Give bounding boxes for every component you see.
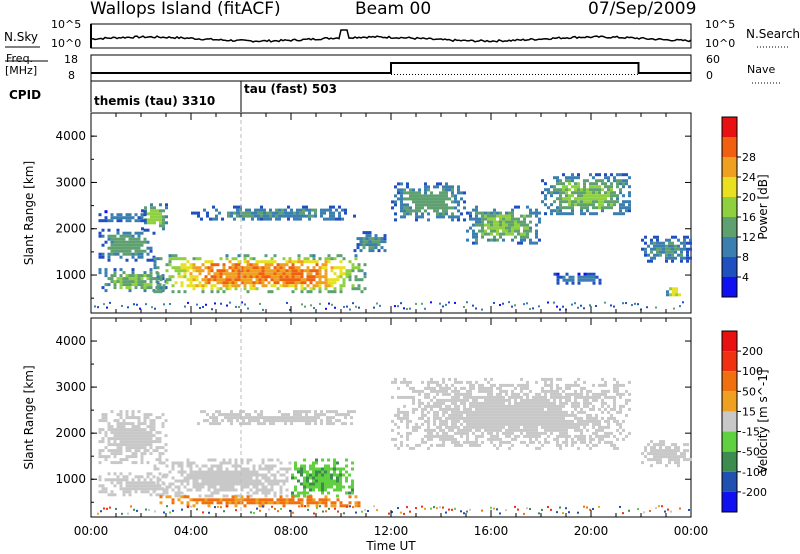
colorbar-segment [722,237,737,257]
velocity-colorbar-frame [721,330,738,513]
x-tick-label: 00:00 [74,524,109,538]
y-tick-label: 3000 [55,175,86,189]
nsearch-tick-top: 10^5 [705,18,736,31]
site-title: Wallops Island (fitACF) [90,0,281,19]
colorbar-segment [722,177,737,197]
colorbar-segment [722,157,737,177]
colorbar-tick-label: 50 [742,385,756,398]
power-colorbar-label: Power [dB] [756,174,770,239]
colorbar-tick-label: -200 [742,486,767,499]
y-tick-label: 4000 [55,129,86,143]
date-title: 07/Sep/2009 [588,0,697,19]
colorbar-segment [722,257,737,277]
colorbar-tick-label: 16 [742,211,756,224]
y-tick-label: 2000 [55,222,86,236]
y-tick-label: 3000 [55,380,86,394]
colorbar-segment [722,451,737,472]
x-tick-label: 16:00 [474,524,509,538]
colorbar-tick-label: 8 [742,251,749,264]
cpid-label: CPID [9,88,42,102]
colorbar-tick-label: -50 [742,446,760,459]
colorbar-segment [722,277,737,297]
colorbar-tick-label: -100 [742,466,767,479]
velocity-colorbar-label: Velocity [m s^-1] [756,369,770,473]
freq-label: Freq. [6,52,34,65]
colorbar-tick-label: 200 [742,345,763,358]
power-colorbar-frame [721,116,738,298]
power-ylabel: Slant Range [km] [22,161,36,265]
x-tick-label: 04:00 [174,524,209,538]
colorbar-segment [722,137,737,157]
freq-tick-top: 18 [64,53,78,66]
nave-label: Nave [747,63,776,76]
colorbar-tick-label: -15 [742,426,760,439]
colorbar-segment [722,431,737,452]
nsky-tick-top: 10^5 [51,18,82,31]
cpid-segment-1: themis (tau) 3310 [94,94,216,108]
freq-line [91,62,691,74]
colorbar-segment [722,117,737,137]
x-tick-label: 12:00 [374,524,409,538]
colorbar-segment [722,351,737,372]
colorbar-tick-label: 15 [742,405,756,418]
nave-tick-bottom: 0 [706,69,713,82]
y-tick-label: 1000 [55,268,86,282]
nsky-tick-bottom: 10^0 [51,37,82,50]
colorbar-tick-label: 100 [742,365,763,378]
xaxis-label: Time UT [365,539,416,553]
colorbar-segment [722,371,737,392]
colorbar-tick-label: 20 [742,191,756,204]
colorbar-segment [722,471,737,492]
y-tick-label: 2000 [55,426,86,440]
colorbar-tick-label: 4 [742,271,749,284]
nsky-line [90,29,692,43]
nave-tick-top: 60 [706,53,720,66]
nsearch-label: N.Search [746,27,800,41]
freq-panel-frame [90,54,692,82]
colorbar-segment [722,217,737,237]
y-tick-label: 1000 [55,472,86,486]
colorbar-tick-label: 28 [742,151,756,164]
y-tick-label: 4000 [55,334,86,348]
nsky-label: N.Sky [4,30,39,44]
nsearch-tick-bottom: 10^0 [705,37,736,50]
beam-title: Beam 00 [355,0,432,19]
colorbar-segment [722,491,737,512]
colorbar-segment [722,391,737,412]
colorbar-tick-label: 12 [742,231,756,244]
colorbar-segment [722,411,737,432]
colorbar-segment [722,197,737,217]
freq-tick-bottom: 8 [68,69,75,82]
cpid-segment-2: tau (fast) 503 [244,82,337,96]
freq-unit: [MHz] [5,64,38,77]
x-tick-label: 08:00 [274,524,309,538]
power-echoes [94,173,692,311]
colorbar-tick-label: 24 [742,171,756,184]
velocity-echoes [97,377,692,515]
x-tick-label: 00:00 [674,524,709,538]
velocity-ylabel: Slant Range [km] [22,365,36,469]
x-tick-label: 20:00 [574,524,609,538]
colorbar-segment [722,331,737,352]
